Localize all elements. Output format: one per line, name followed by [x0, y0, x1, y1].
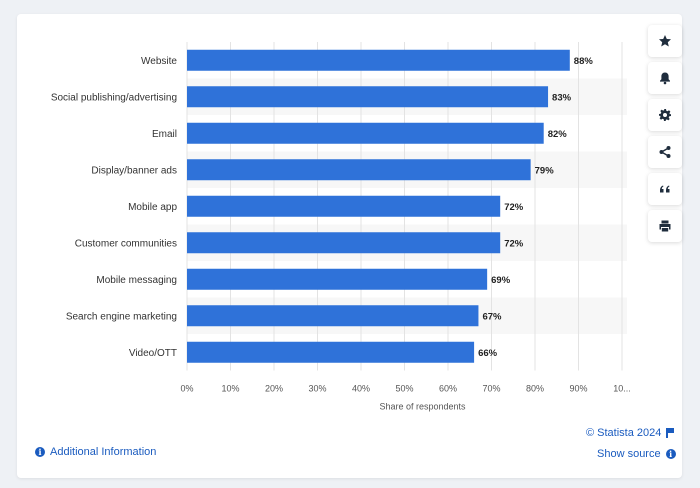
- bar: [187, 159, 531, 181]
- x-tick-label: 80%: [526, 384, 544, 394]
- value-label: 66%: [478, 348, 498, 359]
- cite-button[interactable]: [648, 173, 682, 205]
- bar: [187, 49, 570, 71]
- bell-icon: [660, 72, 670, 85]
- value-label: 83%: [552, 92, 572, 103]
- gear-icon: [659, 109, 671, 121]
- category-label: Mobile messaging: [96, 275, 177, 286]
- chart-card: Website 88% Social publishing/advertising 8…: [17, 14, 682, 478]
- share-icon: [659, 146, 671, 158]
- value-label: 72%: [504, 238, 524, 249]
- bar: [187, 341, 475, 363]
- x-tick-label: 20%: [265, 384, 283, 394]
- category-label: Social publishing/advertising: [51, 92, 177, 103]
- x-tick-label: 40%: [352, 384, 370, 394]
- star-icon: [659, 35, 671, 47]
- value-label: 72%: [504, 202, 524, 213]
- notification-button[interactable]: [648, 62, 682, 94]
- additional-information-link[interactable]: i Additional Information: [35, 446, 156, 458]
- category-label: Search engine marketing: [66, 311, 177, 322]
- flag-icon: [666, 428, 674, 438]
- bar: [187, 305, 479, 327]
- x-tick-label: 10...: [613, 384, 631, 394]
- x-tick-label: 30%: [308, 384, 326, 394]
- x-tick-label: 50%: [395, 384, 413, 394]
- show-source-link[interactable]: Show source i: [597, 448, 676, 460]
- info-icon: i: [665, 449, 676, 459]
- x-tick-label: 70%: [482, 384, 500, 394]
- share-button[interactable]: [648, 136, 682, 168]
- value-label: 88%: [574, 56, 594, 67]
- value-label: 79%: [535, 165, 555, 176]
- value-label: 67%: [482, 311, 502, 322]
- bar: [187, 232, 501, 254]
- value-label: 69%: [491, 275, 511, 286]
- x-tick-label: 0%: [180, 384, 193, 394]
- info-icon: i: [35, 447, 45, 457]
- x-tick-label: 60%: [439, 384, 457, 394]
- settings-button[interactable]: [648, 99, 682, 131]
- value-label: 82%: [548, 129, 568, 140]
- x-tick-label: 10%: [221, 384, 239, 394]
- statista-copyright[interactable]: © Statista 2024: [586, 427, 674, 439]
- quote-icon: [660, 185, 670, 193]
- bar: [187, 122, 544, 144]
- favorite-button[interactable]: [648, 25, 682, 57]
- print-icon: [659, 220, 671, 232]
- additional-information-label: Additional Information: [50, 446, 157, 458]
- category-label: Display/banner ads: [91, 165, 177, 176]
- category-label: Mobile app: [128, 202, 177, 213]
- category-label: Customer communities: [75, 238, 177, 249]
- show-source-label: Show source: [597, 448, 661, 460]
- x-tick-label: 90%: [569, 384, 587, 394]
- bar: [187, 195, 501, 217]
- category-label: Email: [152, 129, 177, 140]
- copyright-label: © Statista 2024: [586, 427, 662, 439]
- x-axis-title: Share of respondents: [379, 402, 466, 412]
- bar-chart: Website 88% Social publishing/advertising 8…: [51, 42, 631, 412]
- category-label: Video/OTT: [129, 348, 177, 359]
- bar: [187, 86, 549, 108]
- bar: [187, 268, 488, 290]
- category-label: Website: [141, 56, 177, 67]
- print-button[interactable]: [648, 210, 682, 242]
